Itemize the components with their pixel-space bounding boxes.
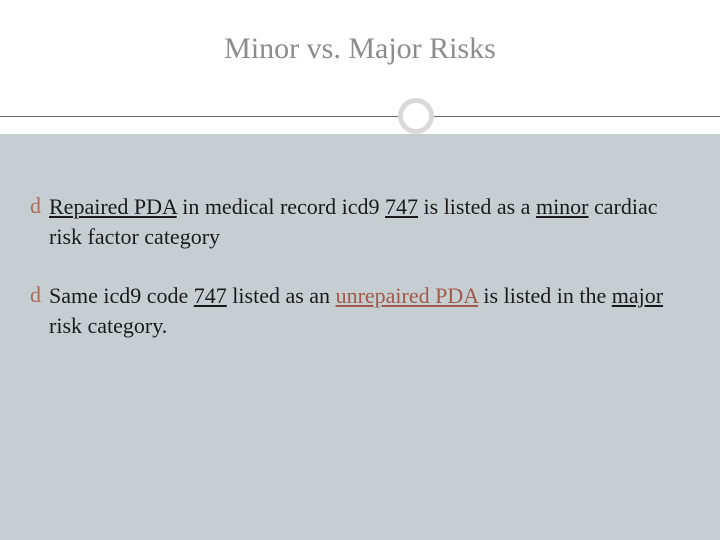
- text-segment: Repaired PDA: [49, 194, 177, 219]
- text-segment: risk category.: [49, 313, 167, 338]
- bullet-text: Same icd9 code 747 listed as an unrepair…: [49, 281, 690, 340]
- text-segment: in medical record icd9: [177, 194, 385, 219]
- text-segment: 747: [194, 283, 227, 308]
- divider: [0, 98, 720, 134]
- title-area: Minor vs. Major Risks: [0, 0, 720, 98]
- slide-container: Minor vs. Major Risks d Repaired PDA in …: [0, 0, 720, 540]
- text-segment: is listed in the: [478, 283, 612, 308]
- bullet-marker-icon: d: [30, 192, 41, 221]
- bullet-item: d Same icd9 code 747 listed as an unrepa…: [30, 281, 690, 340]
- divider-circle-icon: [398, 98, 434, 134]
- text-segment: Same icd9 code: [49, 283, 194, 308]
- bullet-item: d Repaired PDA in medical record icd9 74…: [30, 192, 690, 251]
- text-segment: major: [612, 283, 663, 308]
- body-area: d Repaired PDA in medical record icd9 74…: [0, 134, 720, 540]
- slide-title: Minor vs. Major Risks: [224, 32, 496, 66]
- text-segment: minor: [536, 194, 589, 219]
- bullet-marker-icon: d: [30, 281, 41, 310]
- text-segment: unrepaired PDA: [336, 283, 478, 308]
- bullet-text: Repaired PDA in medical record icd9 747 …: [49, 192, 690, 251]
- text-segment: is listed as a: [418, 194, 536, 219]
- text-segment: listed as an: [227, 283, 336, 308]
- text-segment: 747: [385, 194, 418, 219]
- divider-line: [0, 116, 720, 117]
